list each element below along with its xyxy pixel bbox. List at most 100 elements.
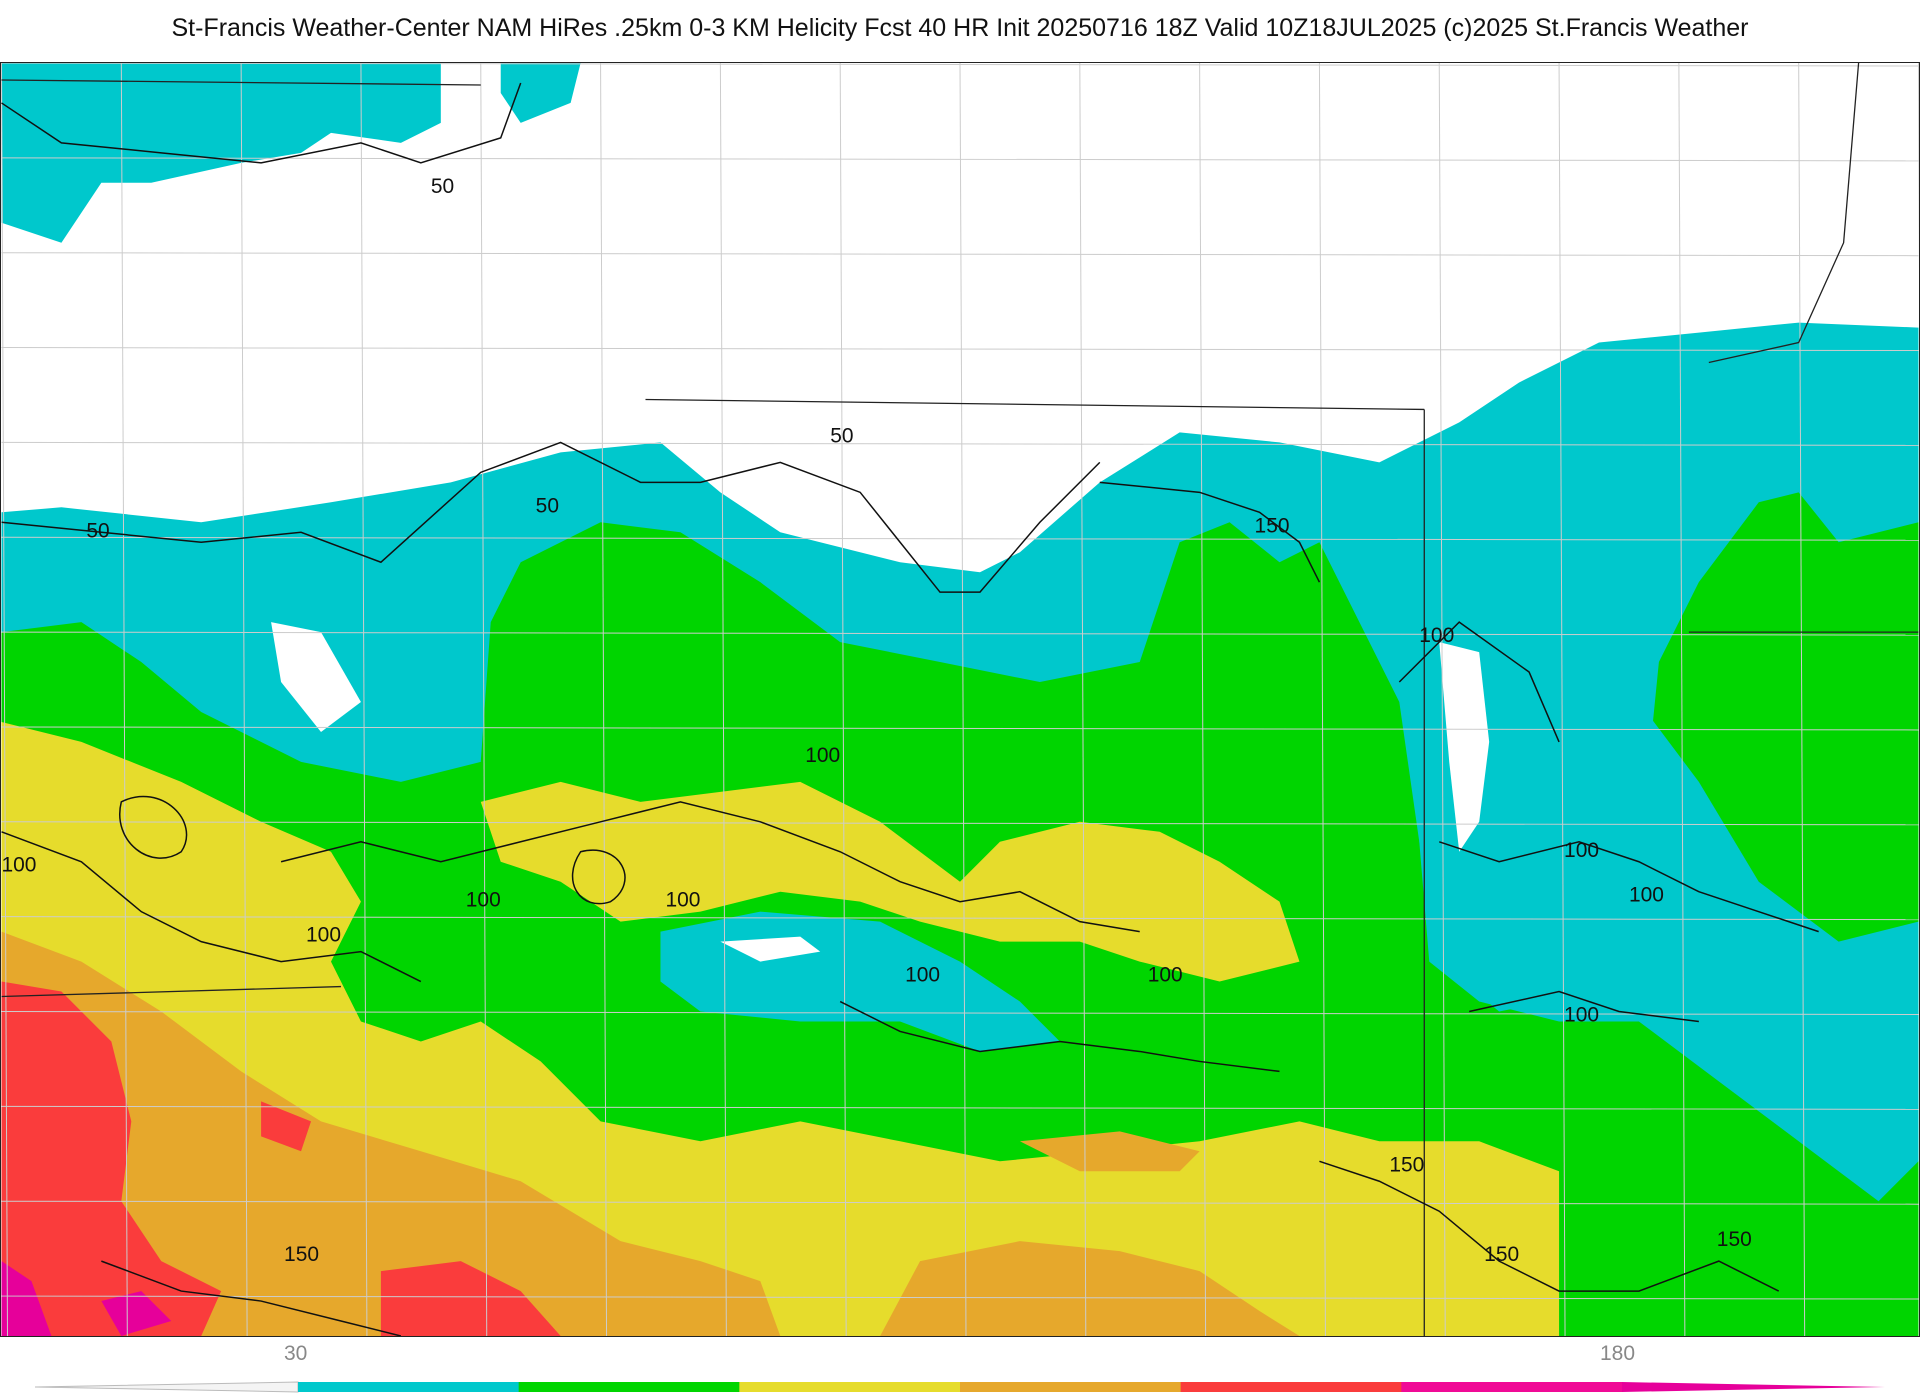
magenta-area: [1, 1261, 52, 1336]
contour-100-south: [839, 1000, 1280, 1073]
county-line: [1, 63, 1919, 67]
cyan-area-east: [1419, 662, 1919, 1202]
legend-segment: [298, 1382, 520, 1392]
county-line: [1318, 63, 1326, 1336]
boundary-line: [645, 398, 1425, 411]
contour-150-north: [1099, 481, 1321, 583]
county-line: [1, 1295, 1919, 1300]
shaded-fields: [1, 63, 1919, 1336]
contour-label: 100: [1419, 624, 1454, 647]
contour-label: 150: [1389, 1153, 1424, 1176]
legend-segment: [1401, 1382, 1623, 1392]
contour-label: 100: [805, 744, 840, 767]
boundary-line: [1708, 63, 1860, 364]
legend-tick-high: 180: [1600, 1342, 1636, 1365]
contour-label-layer: 50 50 50 50 150 100 100 100 100 100 100 100 100 100 10…: [2, 175, 1752, 1266]
boundary-line: [1, 985, 341, 998]
contour-label: 100: [665, 889, 700, 912]
county-line: [120, 63, 128, 1336]
contour-label: 150: [1484, 1243, 1519, 1266]
county-line: [1, 1105, 1919, 1110]
contour-label: 100: [466, 889, 501, 912]
legend-segment: [960, 1382, 1182, 1392]
county-line: [1, 536, 1919, 541]
contour-150-sw: [101, 1260, 402, 1336]
legend-high-triangle: [1622, 1382, 1885, 1392]
legend-segments: [298, 1382, 1623, 1392]
county-line: [1438, 63, 1446, 1336]
contour-label: 50: [830, 424, 853, 447]
contour-100-west: [1, 831, 422, 983]
helicity-map: 50 50 50 50 150 100 100 100 100 100 100 100 100 100 10…: [0, 62, 1920, 1337]
orange-area-south: [1, 931, 781, 1336]
legend-tick-low: 30: [284, 1342, 308, 1365]
red-area-patch: [380, 1261, 561, 1336]
orange-area-band: [1019, 1131, 1200, 1172]
state-boundaries: [1, 63, 1919, 1336]
red-area-patch-2: [261, 1101, 312, 1152]
contour-label: 50: [431, 175, 454, 198]
county-line: [360, 63, 368, 1336]
helicity-contours: [1, 82, 1819, 1336]
county-line: [1798, 63, 1806, 1336]
white-hole-3: [720, 936, 821, 962]
cyan-area-north-small: [500, 63, 581, 123]
contour-loop-1: [119, 795, 188, 859]
contour-label: 150: [1255, 514, 1290, 537]
contour-100-east-2: [1439, 840, 1819, 933]
county-line: [1, 157, 1919, 162]
county-line: [1558, 63, 1566, 1336]
white-hole-2: [271, 622, 361, 732]
contour-100-central: [280, 801, 1140, 933]
cyan-area-northwest: [1, 63, 441, 243]
contour-100-east-3: [1469, 990, 1699, 1023]
county-line: [1, 1011, 1919, 1016]
legend-low-triangle: [34, 1381, 299, 1393]
county-line: [1, 441, 1919, 446]
boundary-line: [1, 79, 481, 86]
legend-bar: [34, 1381, 1885, 1393]
contour-label: 50: [536, 494, 559, 517]
color-legend: 30 180: [0, 1340, 1920, 1400]
county-line: [1, 916, 1919, 921]
white-hole-1: [1439, 642, 1490, 852]
county-line: [240, 63, 248, 1336]
county-line: [839, 63, 847, 1336]
county-line: [719, 63, 727, 1336]
contour-label: 50: [86, 519, 109, 542]
red-area-southwest: [1, 981, 222, 1336]
county-line: [1678, 63, 1686, 1336]
county-grid: [1, 63, 1919, 1336]
contour-label: 100: [306, 924, 341, 947]
contour-label: 100: [1629, 884, 1664, 907]
contour-label: 100: [905, 964, 940, 987]
county-line: [1, 252, 1919, 257]
county-line: [1, 63, 8, 1336]
contour-label: 100: [2, 854, 37, 877]
legend-segment: [739, 1382, 961, 1392]
contour-150-south: [1319, 1160, 1780, 1292]
contour-label: 100: [1564, 1003, 1599, 1026]
county-line: [959, 63, 967, 1336]
county-line: [480, 63, 488, 1336]
contour-loop-2: [571, 849, 626, 905]
county-line: [1, 1200, 1919, 1205]
contour-label: 100: [1564, 839, 1599, 862]
contour-label: 150: [1717, 1228, 1752, 1251]
contour-label: 100: [1148, 964, 1183, 987]
yellow-area-central: [480, 781, 1300, 982]
legend-segment: [1180, 1382, 1402, 1392]
county-line: [1079, 63, 1087, 1336]
orange-area-southcentral: [880, 1241, 1300, 1336]
county-line: [1, 631, 1919, 636]
contour-50-central: [1, 441, 1101, 593]
county-line: [1, 726, 1919, 731]
contour-100-east: [1398, 621, 1560, 743]
county-line: [1199, 63, 1207, 1336]
magenta-area-2: [101, 1291, 172, 1336]
contour-label: 150: [284, 1243, 319, 1266]
legend-segment: [518, 1382, 740, 1392]
contour-50-north: [1, 82, 522, 164]
map-title: St-Francis Weather-Center NAM HiRes .25k…: [171, 14, 1749, 42]
county-line: [1, 347, 1919, 352]
